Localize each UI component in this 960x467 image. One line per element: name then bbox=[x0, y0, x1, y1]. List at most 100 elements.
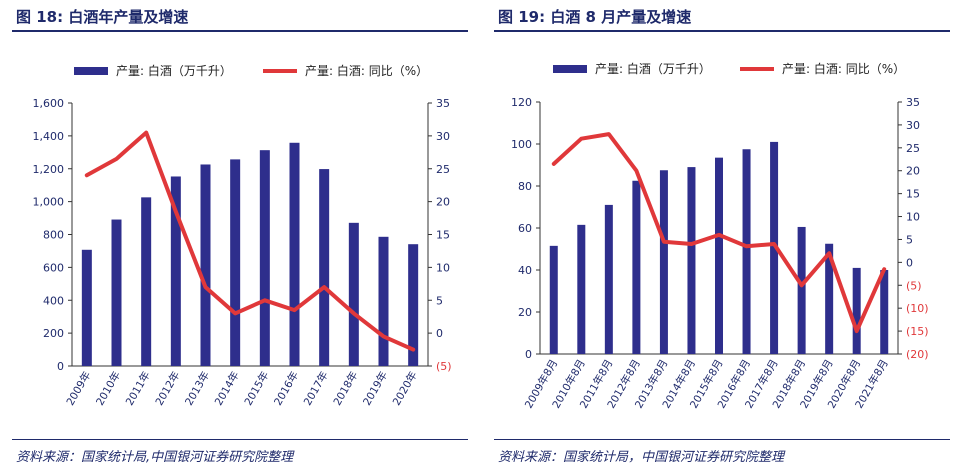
left-yoy-point bbox=[322, 285, 326, 289]
left-left-tick-label: 1,200 bbox=[33, 163, 65, 176]
right-bar bbox=[577, 224, 586, 354]
left-bar bbox=[230, 159, 241, 366]
right-title-rule bbox=[494, 30, 950, 32]
right-bar bbox=[797, 226, 806, 354]
left-left-tick-label: 600 bbox=[43, 261, 64, 274]
left-yoy-point bbox=[174, 209, 178, 213]
right-legend-bar-label: 产量: 白酒（万千升） bbox=[595, 61, 711, 76]
right-right-tick-label: 20 bbox=[906, 165, 920, 178]
left-title-rule bbox=[12, 30, 468, 32]
left-yoy-point bbox=[293, 308, 296, 312]
right-right-tick-label: 15 bbox=[906, 188, 920, 201]
left-left-tick-label: 1,600 bbox=[33, 97, 65, 110]
left-bar bbox=[141, 197, 152, 366]
left-left-tick-label: 800 bbox=[43, 229, 64, 242]
right-yoy-point bbox=[745, 244, 749, 248]
right-yoy-point bbox=[689, 242, 693, 246]
left-legend-line-label: 产量: 白酒: 同比（%） bbox=[305, 63, 428, 78]
right-bar bbox=[880, 270, 889, 354]
left-bar bbox=[200, 164, 211, 366]
right-left-tick-label: 0 bbox=[525, 348, 532, 361]
left-yoy-point bbox=[382, 334, 385, 338]
left-left-tick-label: 1,000 bbox=[33, 196, 65, 209]
right-legend-line-label: 产量: 白酒: 同比（%） bbox=[782, 61, 905, 76]
left-category-label: 2013年 bbox=[182, 369, 212, 408]
right-left-tick-label: 100 bbox=[511, 138, 532, 151]
left-source-note: 资料来源：国家统计局,中国银河证券研究院整理 bbox=[16, 450, 294, 465]
right-left-tick-label: 40 bbox=[518, 264, 532, 277]
left-yoy-point bbox=[204, 285, 207, 289]
left-bar bbox=[289, 142, 300, 366]
right-legend-bar-swatch bbox=[553, 65, 587, 73]
left-bar bbox=[408, 244, 419, 366]
left-bar bbox=[348, 222, 359, 366]
left-category-label: 2018年 bbox=[331, 369, 361, 408]
left-source-rule bbox=[12, 439, 468, 440]
left-bar bbox=[259, 150, 270, 366]
left-yoy-line bbox=[84, 130, 416, 352]
right-yoy-point bbox=[552, 162, 556, 166]
right-yoy-point bbox=[607, 132, 611, 136]
right-bar bbox=[742, 149, 751, 354]
right-bar bbox=[604, 204, 613, 354]
left-bar bbox=[378, 236, 389, 366]
right-bar bbox=[715, 157, 723, 354]
right-yoy-point bbox=[579, 137, 583, 141]
left-yoy-point bbox=[352, 311, 356, 315]
left-category-label: 2017年 bbox=[301, 369, 331, 408]
left-right-tick-label: 10 bbox=[436, 261, 450, 274]
right-yoy-point bbox=[882, 267, 886, 271]
left-left-tick-label: 1,400 bbox=[33, 130, 65, 143]
left-right-tick-label: 5 bbox=[436, 294, 443, 307]
right-source-note: 资料来源：国家统计局，中国银河证券研究院整理 bbox=[498, 450, 785, 465]
left-left-tick-label: 400 bbox=[43, 294, 64, 307]
right-right-tick-label: 35 bbox=[906, 96, 920, 109]
left-bar bbox=[81, 249, 92, 366]
left-right-tick-label: 30 bbox=[436, 130, 450, 143]
right-yoy-point bbox=[827, 251, 831, 255]
right-right-tick-label: 30 bbox=[906, 119, 920, 132]
left-left-tick-label: 200 bbox=[43, 327, 64, 340]
left-yoy-point bbox=[233, 311, 237, 315]
right-right-tick-label: 5 bbox=[906, 233, 913, 246]
left-yoy-point bbox=[263, 298, 267, 302]
left-bar bbox=[111, 219, 122, 366]
left-category-label: 2011年 bbox=[123, 369, 153, 408]
left-category-label: 2009年 bbox=[64, 369, 94, 408]
right-bar bbox=[549, 245, 558, 354]
right-right-tick-label: 25 bbox=[906, 142, 920, 155]
right-right-tick-label: (15) bbox=[906, 325, 929, 338]
left-left-tick-label: 0 bbox=[57, 360, 64, 373]
right-yoy-point bbox=[855, 329, 859, 333]
right-figure-title: 图 19: 白酒 8 月产量及增速 bbox=[498, 8, 692, 26]
left-bar bbox=[319, 169, 330, 366]
right-bar bbox=[632, 180, 641, 354]
right-left-tick-label: 120 bbox=[511, 96, 532, 109]
right-right-tick-label: 10 bbox=[906, 211, 920, 224]
right-right-tick-label: (10) bbox=[906, 302, 929, 315]
right-right-tick-label: (5) bbox=[906, 279, 922, 292]
left-yoy-point bbox=[115, 157, 118, 161]
right-left-tick-label: 60 bbox=[518, 222, 532, 235]
right-yoy-point bbox=[717, 233, 721, 237]
right-bar bbox=[687, 167, 696, 354]
left-category-label: 2015年 bbox=[242, 369, 272, 408]
left-right-tick-label: 35 bbox=[436, 97, 450, 110]
right-bar bbox=[770, 141, 779, 354]
left-right-tick-label: 20 bbox=[436, 196, 450, 209]
left-yoy-point bbox=[85, 173, 89, 177]
left-category-label: 2012年 bbox=[153, 369, 183, 408]
left-yoy-point bbox=[411, 348, 415, 352]
right-bar bbox=[825, 243, 834, 354]
left-right-tick-label: 25 bbox=[436, 163, 450, 176]
right-bar bbox=[659, 170, 668, 354]
left-right-tick-label: 15 bbox=[436, 229, 450, 242]
right-bar bbox=[852, 267, 861, 354]
left-category-label: 2016年 bbox=[271, 369, 301, 408]
right-right-tick-label: 0 bbox=[906, 256, 913, 269]
right-yoy-point bbox=[634, 169, 638, 173]
left-legend-bar-swatch bbox=[74, 67, 108, 75]
left-right-tick-label: (5) bbox=[436, 360, 452, 373]
right-left-tick-label: 20 bbox=[518, 306, 532, 319]
